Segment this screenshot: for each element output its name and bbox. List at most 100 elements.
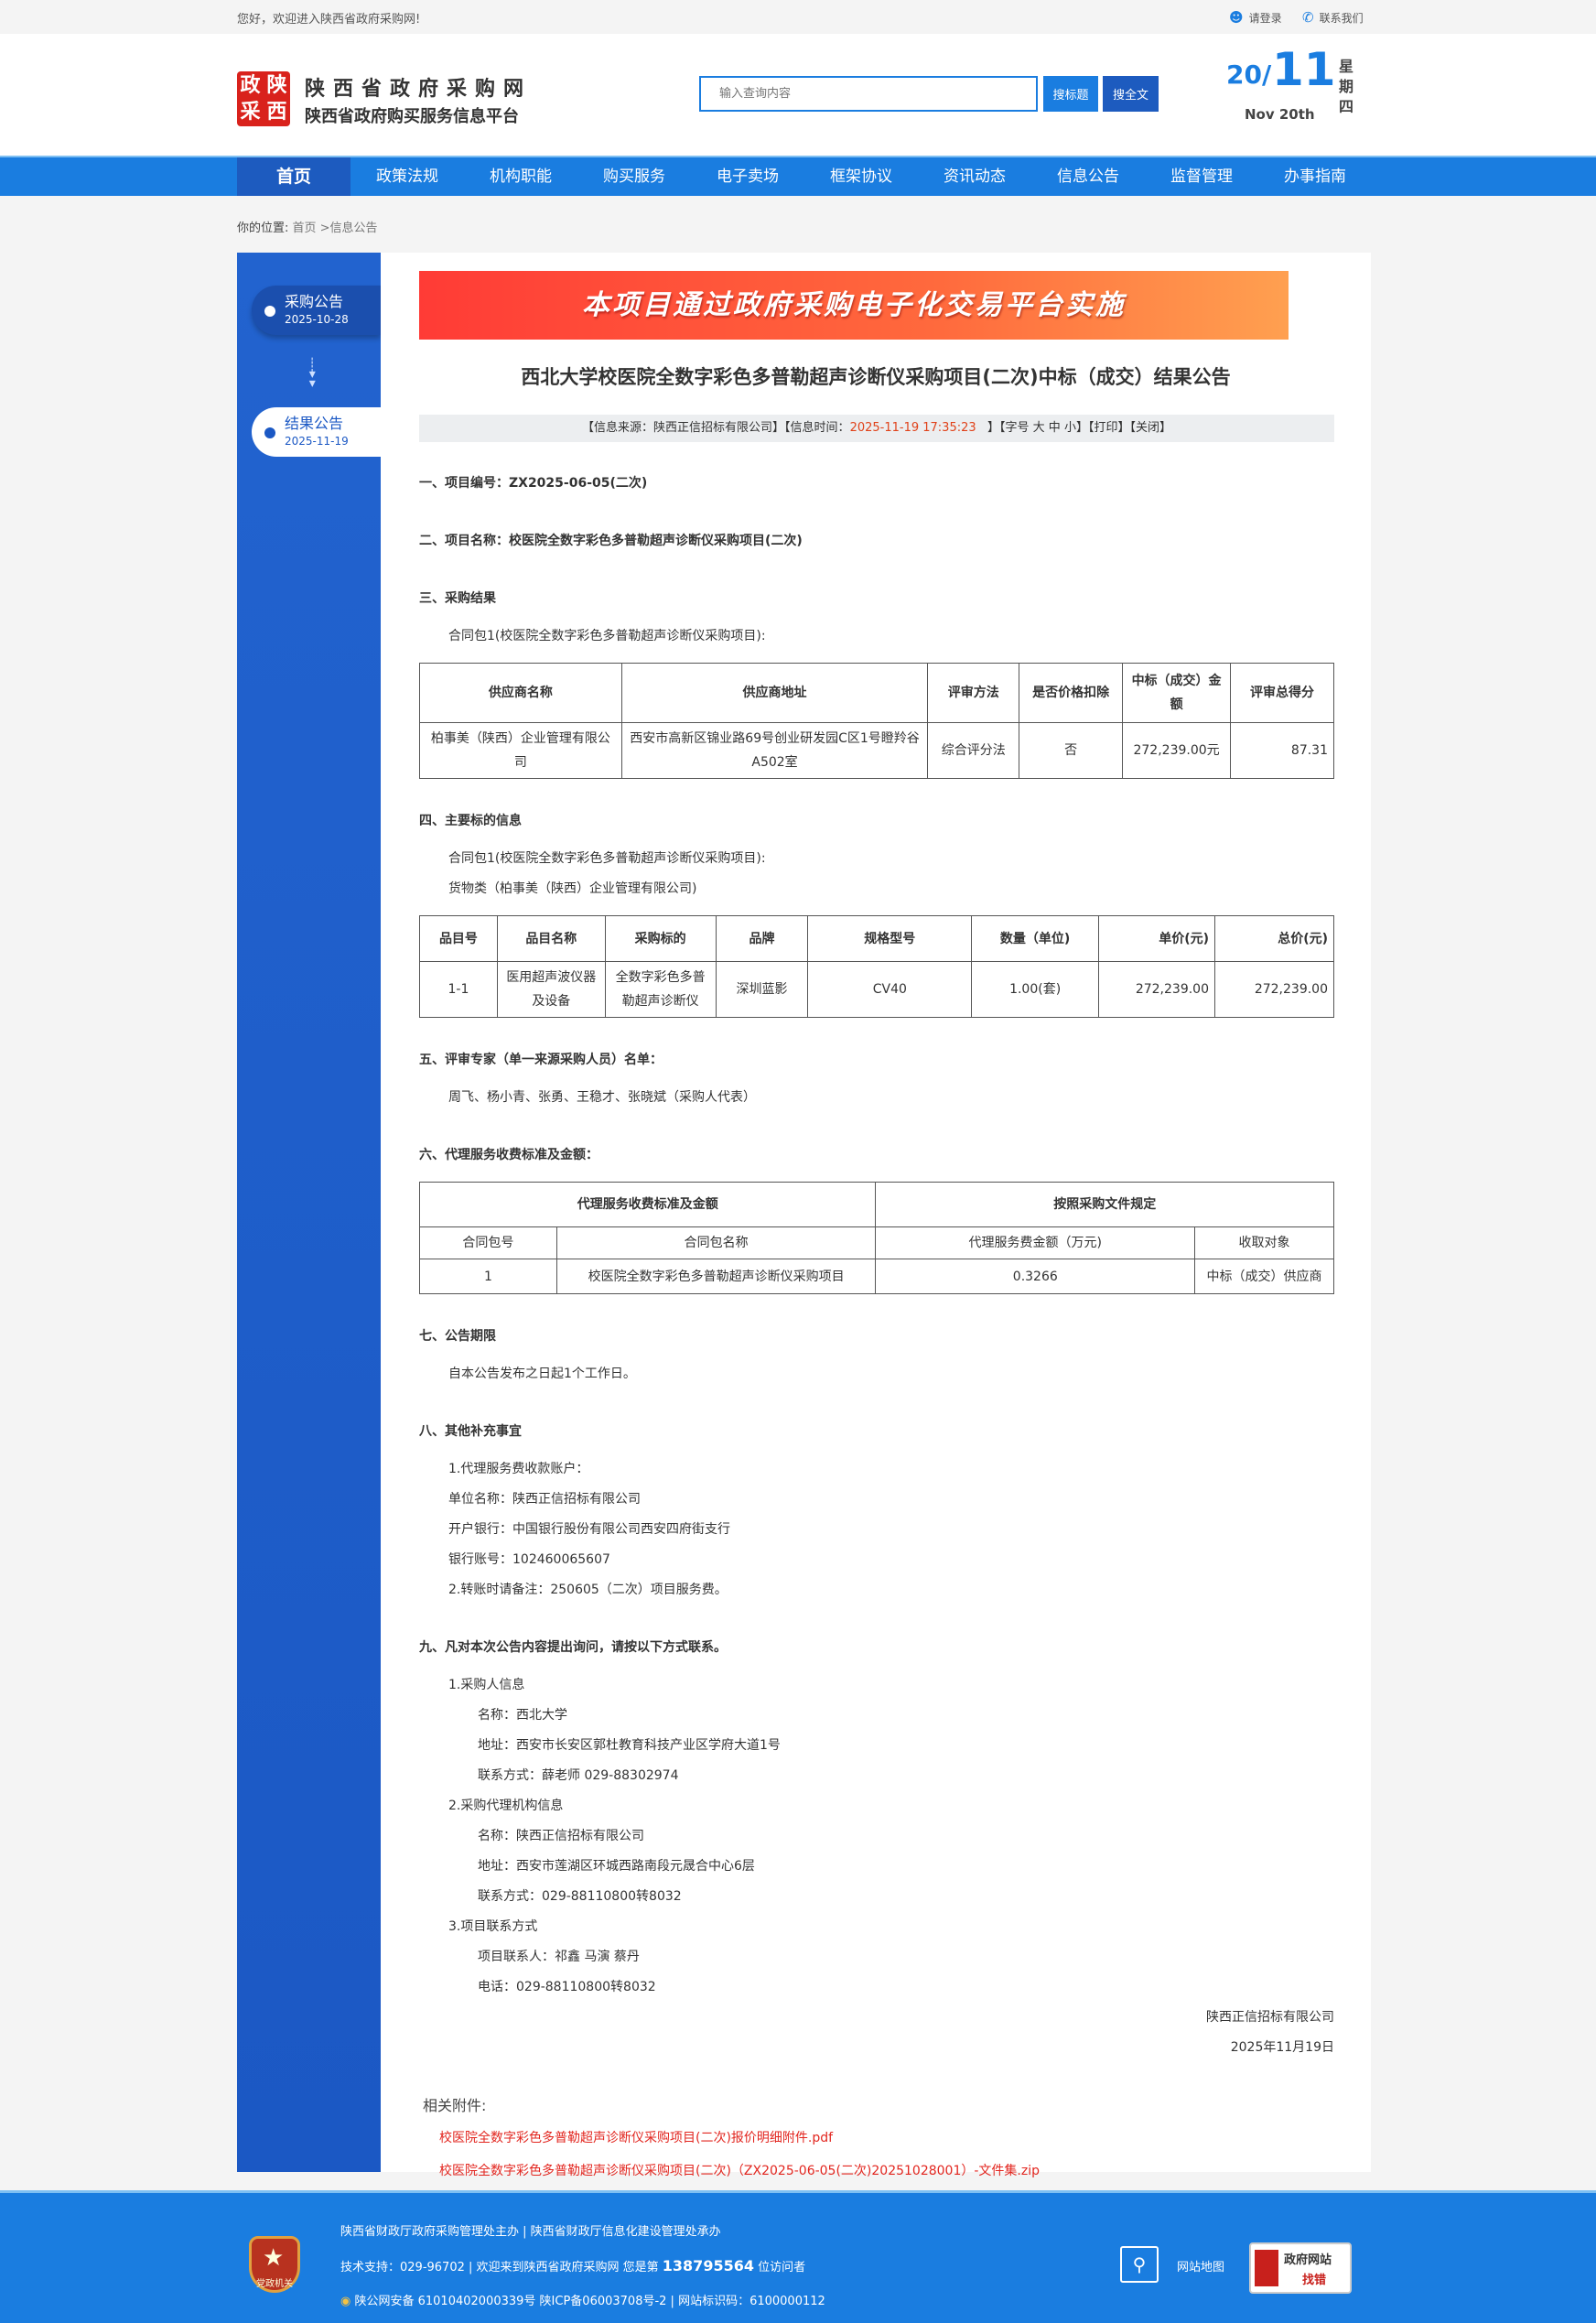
site-logo[interactable]: 政陕采西 — [237, 71, 290, 126]
sitemap-link[interactable]: 网站地图 — [1177, 2261, 1225, 2274]
publish-time: 2025-11-19 17:35:23 — [849, 421, 976, 435]
attachment-link[interactable]: 校医院全数字彩色多普勒超声诊断仪采购项目(二次)报价明细附件.pdf — [439, 2131, 834, 2145]
site-subtitle: 陕西省政府购买服务信息平台 — [305, 107, 519, 126]
contact-line: 电话：029-88110800转8032 — [478, 1980, 656, 1994]
table-header: 评审总得分 — [1230, 663, 1334, 723]
police-emblem-icon: ◉ — [340, 2295, 351, 2308]
dot-icon — [264, 306, 275, 317]
footer-record[interactable]: ◉ 陕公网安备 61010402000339号 陕ICP备06003708号-2… — [340, 2295, 825, 2308]
table-cell: 272,239.00元 — [1122, 722, 1232, 779]
table-cell: 全数字彩色多普勒超声诊断仪 — [604, 961, 717, 1018]
paragraph: 银行账号：102460065607 — [448, 1552, 610, 1567]
nav-item[interactable]: 政策法规 — [376, 167, 438, 186]
paragraph: 合同包1(校医院全数字彩色多普勒超声诊断仪采购项目): — [448, 851, 766, 866]
table-cell: 收取对象 — [1194, 1226, 1334, 1259]
article-title: 西北大学校医院全数字彩色多普勒超声诊断仪采购项目(二次)中标（成交）结果公告 — [521, 366, 1231, 388]
party-gov-badge[interactable]: ★ 党政机关 — [249, 2236, 300, 2293]
platform-banner: 本项目通过政府采购电子化交易平台实施 — [419, 271, 1289, 340]
breadcrumb: 你的位置: 首页 >信息公告 — [237, 221, 378, 235]
table-header: 规格型号 — [807, 915, 973, 962]
login-link[interactable]: ☻ 请登录 — [1229, 9, 1282, 26]
user-icon: ☻ — [1229, 9, 1244, 26]
nav-item[interactable]: 监督管理 — [1170, 167, 1233, 186]
table-header: 数量（单位) — [971, 915, 1100, 962]
table-header: 评审方法 — [927, 663, 1020, 723]
article-panel: 本项目通过政府采购电子化交易平台实施 西北大学校医院全数字彩色多普勒超声诊断仪采… — [381, 253, 1371, 2178]
nav-item[interactable]: 资讯动态 — [944, 167, 1006, 186]
main-nav: 首页 政策法规 机构职能 购买服务 电子卖场 框架协议 资讯动态 信息公告 监督管理 办事指南 — [0, 156, 1596, 196]
paragraph: 单位名称：陕西正信招标有限公司 — [448, 1492, 641, 1507]
sidebar-item-result-notice[interactable]: 结果公告 2025-11-19 — [252, 407, 381, 457]
contact-line: 名称：陕西正信招标有限公司 — [478, 1829, 644, 1843]
paragraph: 周飞、杨小青、张勇、王稳才、张晓斌（采购人代表） — [448, 1090, 756, 1105]
section-heading: 九、凡对本次公告内容提出询问，请按以下方式联系。 — [419, 1640, 727, 1655]
weekday: 星期四 — [1339, 58, 1354, 115]
search-title-button[interactable]: 搜标题 — [1043, 76, 1098, 112]
date-month: 11 — [1272, 43, 1336, 96]
table-cell: 中标（成交）供应商 — [1194, 1259, 1334, 1294]
table-header: 品牌 — [715, 915, 809, 962]
search-fulltext-button[interactable]: 搜全文 — [1103, 76, 1159, 112]
table-header: 品目名称 — [496, 915, 606, 962]
nav-item[interactable]: 办事指南 — [1284, 167, 1346, 186]
map-icon[interactable]: ⚲ — [1120, 2246, 1159, 2283]
article-info-bar: 【信息来源：陕西正信招标有限公司】【信息时间：2025-11-19 17:35:… — [419, 415, 1334, 442]
table-cell: 1 — [419, 1259, 557, 1294]
breadcrumb-path[interactable]: 首页 >信息公告 — [292, 221, 378, 235]
welcome-text: 您好，欢迎进入陕西省政府采购网! — [237, 13, 421, 27]
sidebar-item-procurement-notice[interactable]: 采购公告 2025-10-28 — [252, 286, 381, 335]
table-cell: 否 — [1019, 722, 1124, 779]
contact-line: 地址：西安市长安区郭杜教育科技产业区学府大道1号 — [478, 1738, 781, 1753]
paragraph: 开户银行：中国银行股份有限公司西安四府街支行 — [448, 1522, 730, 1537]
nav-item[interactable]: 购买服务 — [603, 167, 665, 186]
paragraph: 自本公告发布之日起1个工作日。 — [448, 1367, 636, 1381]
search-input[interactable] — [699, 76, 1038, 112]
date-english: Nov 20th — [1245, 106, 1315, 123]
table-cell: 1.00(套) — [971, 961, 1100, 1018]
paragraph: 2.转账时请备注：250605（二次）项目服务费。 — [448, 1583, 728, 1597]
nav-item[interactable]: 框架协议 — [830, 167, 892, 186]
table-cell: 西安市高新区锦业路69号创业研发园C区1号瞪羚谷A502室 — [620, 722, 929, 779]
item-table: 品目号 品目名称 采购标的 品牌 规格型号 数量（单位) 单价(元) 总价(元) 1-1 医用超… — [419, 915, 1334, 1018]
section-heading: 八、其他补充事宜 — [419, 1424, 522, 1439]
agency-fee-table: 代理服务收费标准及金额 按照采购文件规定 合同包号 合同包名称 代理服务费金额（万元)… — [418, 1182, 1334, 1294]
footer: ★ 党政机关 陕西省财政厅政府采购管理处主办 | 陕西省财政厅信息化建设管理处承办… — [0, 2190, 1596, 2323]
table-cell: 272,239.00 — [1098, 961, 1215, 1018]
table-header: 按照采购文件规定 — [875, 1182, 1334, 1227]
date-year: 20/ — [1226, 59, 1272, 90]
paragraph: 货物类（柏事美（陕西）企业管理有限公司) — [448, 881, 697, 896]
table-cell: 代理服务费金额（万元) — [875, 1226, 1196, 1259]
attachments-label: 相关附件: — [423, 2097, 487, 2114]
article-content: 一、项目编号：ZX2025-06-05(二次) 二、项目名称：校医院全数字彩色多… — [418, 469, 1334, 2188]
table-cell: 柏事美（陕西）企业管理有限公司 — [419, 722, 622, 779]
section-heading: 一、项目编号：ZX2025-06-05(二次) — [419, 476, 648, 491]
footer-visitors: 技术支持：029-96702 | 欢迎来到陕西省政府采购网 您是第 138795… — [340, 2257, 806, 2274]
table-header: 总价(元) — [1214, 915, 1334, 962]
signature-org: 陕西正信招标有限公司 — [1206, 2010, 1334, 2025]
find-error-button[interactable]: 政府网站 找错 — [1249, 2242, 1352, 2294]
table-cell: 综合评分法 — [927, 722, 1020, 779]
nav-item[interactable]: 机构职能 — [490, 167, 552, 186]
table-header: 供应商地址 — [620, 663, 929, 723]
attachment-link[interactable]: 校医院全数字彩色多普勒超声诊断仪采购项目(二次)（ZX2025-06-05(二次… — [439, 2164, 1040, 2178]
nav-item[interactable]: 信息公告 — [1057, 167, 1119, 186]
contact-line: 项目联系人：祁鑫 马演 蔡丹 — [478, 1950, 640, 1964]
phone-icon: ✆ — [1302, 9, 1314, 26]
contact-link[interactable]: ✆ 联系我们 — [1302, 9, 1364, 26]
paragraph: 合同包1(校医院全数字彩色多普勒超声诊断仪采购项目): — [448, 629, 766, 643]
table-cell: 合同包号 — [419, 1226, 557, 1259]
contact-line: 名称：西北大学 — [478, 1708, 567, 1723]
table-header: 代理服务收费标准及金额 — [418, 1182, 877, 1227]
sidebar: 采购公告 2025-10-28 ┊ ▾ ▾ 结果公告 2025-11-19 — [237, 253, 381, 2172]
emblem-icon: ★ — [263, 2244, 285, 2272]
section-heading: 四、主要标的信息 — [419, 814, 522, 828]
article-tools[interactable]: 】【字号 大 中 小】【打印】【关闭】 — [987, 421, 1171, 435]
contact-line: 联系方式：薛老师 029-88302974 — [478, 1768, 679, 1783]
contact-group-title: 2.采购代理机构信息 — [448, 1799, 564, 1813]
contact-group-title: 1.采购人信息 — [448, 1678, 525, 1692]
nav-item[interactable]: 电子卖场 — [717, 167, 779, 186]
nav-item[interactable]: 首页 — [237, 157, 350, 196]
paragraph: 1.代理服务费收款账户： — [448, 1462, 589, 1476]
table-cell: 合同包名称 — [555, 1226, 877, 1259]
section-heading: 二、项目名称：校医院全数字彩色多普勒超声诊断仪采购项目(二次) — [419, 534, 803, 548]
